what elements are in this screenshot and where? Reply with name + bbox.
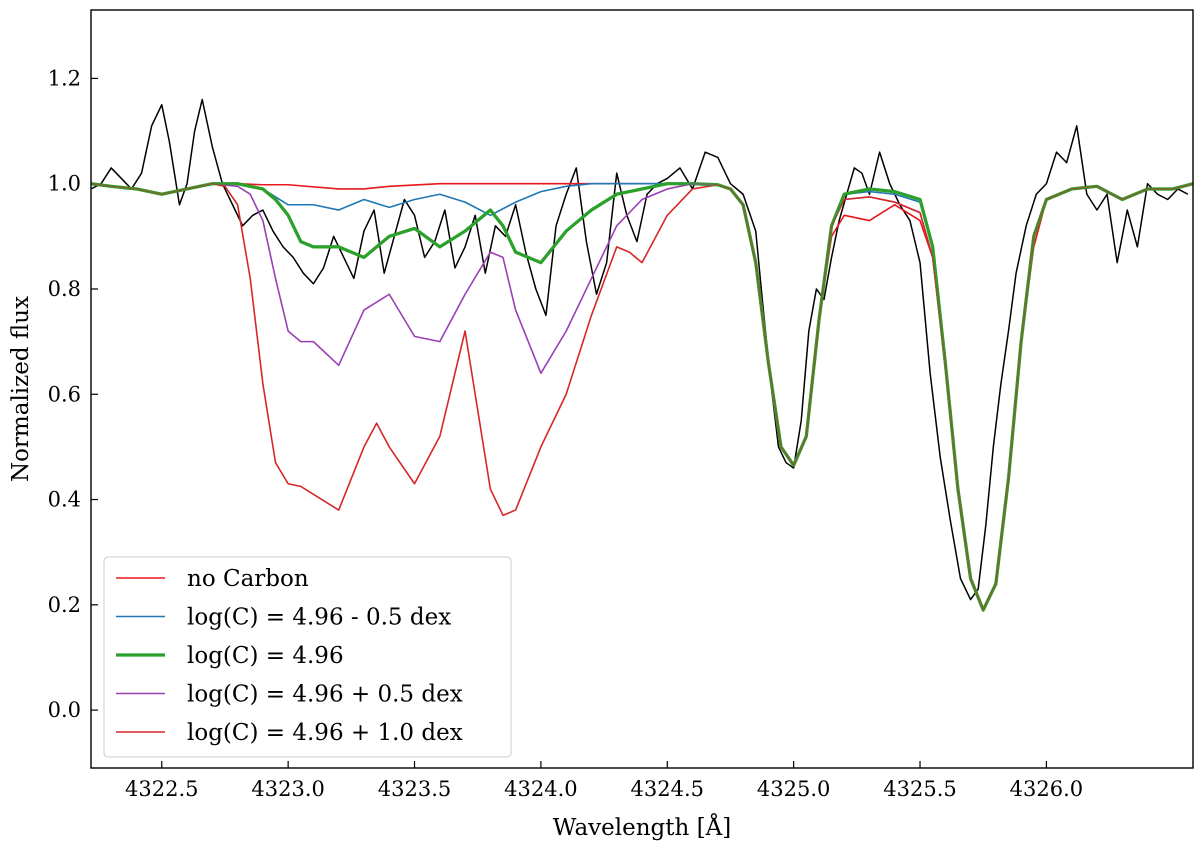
legend-label: log(C) = 4.96 + 0.5 dex bbox=[187, 682, 463, 708]
x-tick-label: 4325.0 bbox=[757, 777, 830, 801]
legend-label: no Carbon bbox=[187, 566, 309, 592]
legend-label: log(C) = 4.96 + 1.0 dex bbox=[187, 720, 463, 746]
y-tick-label: 0.6 bbox=[48, 382, 81, 406]
x-tick-label: 4323.0 bbox=[251, 777, 324, 801]
x-tick-label: 4326.0 bbox=[1010, 777, 1083, 801]
plot-frame bbox=[90, 9, 1194, 769]
legend-box bbox=[103, 556, 512, 758]
legend-label: log(C) = 4.96 bbox=[187, 643, 344, 669]
observed-spectrum-line bbox=[91, 98, 1189, 601]
y-tick-label: 1.2 bbox=[48, 66, 81, 90]
x-tick-label: 4323.5 bbox=[378, 777, 451, 801]
y-tick-label: 0.4 bbox=[48, 488, 81, 512]
legend: no Carbon log(C) = 4.96 - 0.5 dex log(C) =… bbox=[103, 556, 512, 758]
y-tick-label: 0.0 bbox=[48, 698, 81, 722]
y-tick-label: 0.8 bbox=[48, 277, 81, 301]
x-tick-label: 4324.5 bbox=[631, 777, 704, 801]
y-tick-label: 0.2 bbox=[48, 593, 81, 617]
model-series-line-highlight bbox=[91, 182, 1193, 612]
x-axis-label: Wavelength [Å] bbox=[553, 813, 731, 841]
x-tick-label: 4322.5 bbox=[125, 777, 198, 801]
legend-label: log(C) = 4.96 - 0.5 dex bbox=[187, 605, 451, 631]
x-tick-label: 4325.5 bbox=[883, 777, 956, 801]
y-tick-label: 1.0 bbox=[48, 172, 81, 196]
y-axis-label: Normalized flux bbox=[8, 296, 34, 482]
axes: 4322.5 4323.0 4323.5 4324.0 4324.5 4325.0 4325… bbox=[48, 66, 1084, 801]
x-tick-label: 4324.0 bbox=[504, 777, 577, 801]
plot-lines bbox=[91, 98, 1193, 612]
